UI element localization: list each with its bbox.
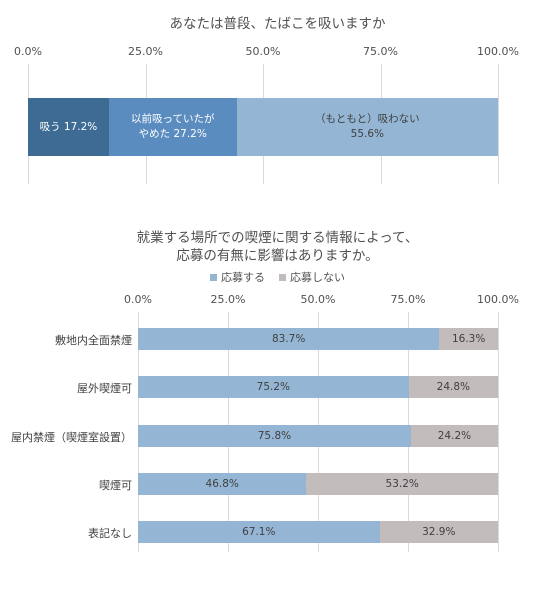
x-tick-label: 0.0% xyxy=(14,45,42,58)
x-tick-label: 50.0% xyxy=(300,293,336,306)
bar-data-label: 75.2% xyxy=(256,380,291,393)
chart-title-line: 就業する場所での喫煙に関する情報によって、 xyxy=(136,230,419,246)
x-tick-label: 100.0% xyxy=(477,45,519,58)
x-tick-label: 50.0% xyxy=(245,45,281,58)
category-label: 屋外喫煙可 xyxy=(77,382,132,395)
x-tick-label: 75.0% xyxy=(363,45,398,58)
bar-segment: 24.8% xyxy=(408,376,498,398)
gridline xyxy=(498,312,499,552)
legend-swatch xyxy=(279,273,286,281)
bar-data-label: 46.8% xyxy=(205,477,239,490)
bar-segment: 以前吸っていたが やめた 27.2% xyxy=(108,98,237,156)
x-tick-label: 100.0% xyxy=(477,293,519,306)
legend-item: 応募しない xyxy=(279,269,345,285)
category-label: 敷地内全面禁煙 xyxy=(55,334,132,347)
legend-label: 応募しない xyxy=(290,271,345,284)
bar-segment: 吸う 17.2% xyxy=(28,98,109,156)
bar-segment-label: （もともと）吸わない 55.6% xyxy=(315,113,420,140)
bar-data-label: 24.2% xyxy=(437,429,472,442)
bar-data-label: 53.2% xyxy=(385,477,419,490)
gridline xyxy=(498,64,499,184)
bar-segment: 46.8% xyxy=(138,473,307,495)
bar-segment: （もともと）吸わない 55.6% xyxy=(236,98,498,156)
bar-segment: 16.3% xyxy=(439,328,498,350)
bar-segment-label: 吸う 17.2% xyxy=(39,120,98,133)
bar-data-label: 67.1% xyxy=(242,525,276,538)
bar-segment: 24.2% xyxy=(410,425,498,447)
legend-swatch xyxy=(210,273,217,281)
category-label: 屋内禁煙（喫煙室設置） xyxy=(11,431,132,444)
bar-data-label: 75.8% xyxy=(257,429,292,442)
bar-segment: 53.2% xyxy=(306,473,498,495)
bar-segment: 32.9% xyxy=(379,521,498,543)
category-label: 喫煙可 xyxy=(99,479,132,492)
bar-data-label: 83.7% xyxy=(271,332,306,345)
x-tick-label: 25.0% xyxy=(128,45,163,58)
x-tick-label: 75.0% xyxy=(390,293,426,306)
bar-data-label: 16.3% xyxy=(451,332,486,345)
bar-data-label: 24.8% xyxy=(436,380,471,393)
bar-segment: 75.2% xyxy=(138,376,409,398)
legend: 応募する 応募しない xyxy=(0,269,555,285)
bar-segment: 75.8% xyxy=(138,425,411,447)
x-tick-label: 0.0% xyxy=(124,293,152,306)
bar-segment: 67.1% xyxy=(138,521,380,543)
bar-segment-label: 以前吸っていたが やめた 27.2% xyxy=(131,113,215,140)
chart-title-line: 応募の有無に影響はありますか。 xyxy=(176,248,379,264)
chart-title: あなたは普段、たばこを吸いますか xyxy=(169,16,386,32)
bar-data-label: 32.9% xyxy=(422,525,456,538)
x-tick-label: 25.0% xyxy=(210,293,246,306)
legend-item: 応募する xyxy=(210,269,265,285)
category-label: 表記なし xyxy=(88,527,132,540)
bar-segment: 83.7% xyxy=(138,328,440,350)
legend-label: 応募する xyxy=(221,271,265,284)
